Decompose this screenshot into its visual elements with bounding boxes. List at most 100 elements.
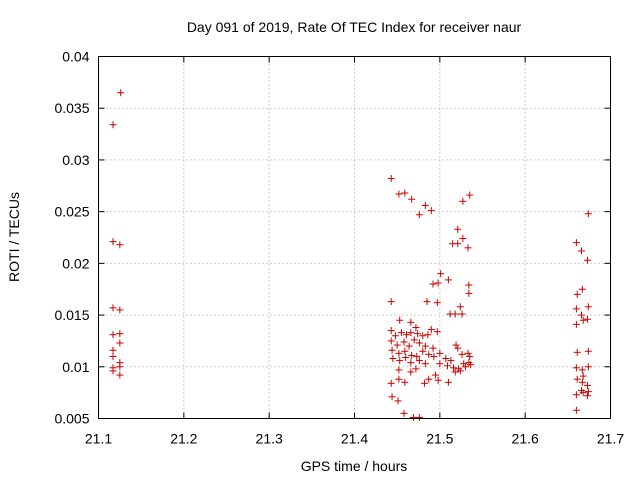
data-point bbox=[444, 362, 452, 370]
y-tick-label: 0.02 bbox=[62, 255, 89, 271]
data-point bbox=[467, 361, 475, 369]
data-point bbox=[427, 207, 435, 215]
data-point bbox=[584, 363, 592, 371]
data-point bbox=[583, 392, 591, 400]
data-point bbox=[451, 310, 459, 318]
data-point bbox=[109, 331, 117, 339]
data-point bbox=[116, 371, 124, 379]
data-point bbox=[396, 316, 404, 324]
data-point bbox=[572, 320, 580, 328]
data-point bbox=[415, 339, 423, 347]
data-point bbox=[109, 238, 117, 246]
data-point bbox=[109, 352, 117, 360]
data-point bbox=[116, 306, 124, 314]
data-point bbox=[425, 375, 433, 383]
data-point bbox=[454, 240, 462, 248]
data-point bbox=[432, 371, 440, 379]
data-point bbox=[466, 191, 474, 199]
data-point bbox=[577, 247, 585, 255]
y-tick-label: 0.04 bbox=[62, 49, 89, 65]
data-point bbox=[387, 298, 395, 306]
data-point bbox=[388, 393, 396, 401]
data-point bbox=[573, 375, 581, 383]
data-point bbox=[425, 350, 433, 358]
data-point bbox=[572, 239, 580, 247]
y-tick-label: 0.015 bbox=[54, 307, 89, 323]
data-point bbox=[391, 332, 399, 340]
data-point bbox=[437, 270, 445, 278]
data-point bbox=[419, 332, 427, 340]
data-point bbox=[414, 330, 422, 338]
data-point bbox=[454, 225, 462, 233]
data-point bbox=[419, 347, 427, 355]
data-point bbox=[116, 241, 124, 249]
data-point bbox=[458, 310, 466, 318]
data-point bbox=[400, 338, 408, 346]
x-tick-label: 21.4 bbox=[341, 431, 368, 447]
data-points bbox=[109, 89, 592, 421]
data-point bbox=[421, 201, 429, 209]
data-point bbox=[403, 331, 411, 339]
data-point bbox=[405, 342, 413, 350]
y-tick-label: 0.035 bbox=[54, 100, 89, 116]
data-point bbox=[442, 355, 450, 363]
data-point bbox=[401, 378, 409, 386]
data-point bbox=[449, 364, 457, 372]
data-point bbox=[395, 349, 403, 357]
data-point bbox=[572, 391, 580, 399]
data-point bbox=[395, 375, 403, 383]
data-point bbox=[433, 299, 441, 307]
data-point bbox=[464, 349, 472, 357]
data-point bbox=[465, 289, 473, 297]
data-point bbox=[584, 303, 592, 311]
data-point bbox=[465, 281, 473, 289]
data-point bbox=[400, 409, 408, 417]
data-point bbox=[402, 353, 410, 361]
data-point bbox=[577, 311, 585, 319]
data-point bbox=[407, 329, 415, 337]
y-tick-label: 0.005 bbox=[54, 411, 89, 427]
data-point bbox=[410, 336, 418, 344]
data-point bbox=[436, 360, 444, 368]
x-tick-label: 21.2 bbox=[170, 431, 197, 447]
data-point bbox=[394, 397, 402, 405]
data-point bbox=[401, 347, 409, 355]
x-tick-label: 21.3 bbox=[256, 431, 283, 447]
data-point bbox=[578, 285, 586, 293]
data-point bbox=[429, 280, 437, 288]
data-point bbox=[466, 352, 474, 360]
data-point bbox=[572, 364, 580, 372]
data-point bbox=[429, 344, 437, 352]
data-point bbox=[436, 349, 444, 357]
data-point bbox=[572, 305, 580, 313]
x-tick-label: 21.6 bbox=[512, 431, 539, 447]
data-point bbox=[387, 337, 395, 345]
data-point bbox=[454, 344, 462, 352]
data-point bbox=[572, 406, 580, 414]
data-point bbox=[401, 189, 409, 197]
data-point bbox=[578, 366, 586, 374]
data-point bbox=[459, 197, 467, 205]
data-point bbox=[458, 350, 466, 358]
data-point bbox=[444, 378, 452, 386]
grid-lines bbox=[98, 56, 611, 419]
data-point bbox=[423, 298, 431, 306]
data-point bbox=[447, 357, 455, 365]
y-tick-labels: 0.005 0.01 0.015 0.02 0.025 0.03 0.035 0.04 bbox=[54, 49, 89, 427]
data-point bbox=[109, 367, 117, 375]
data-point bbox=[583, 256, 591, 264]
data-point bbox=[389, 355, 397, 363]
data-point bbox=[109, 121, 117, 129]
data-point bbox=[396, 357, 404, 365]
x-tick-labels: 21.1 21.2 21.3 21.4 21.5 21.6 21.7 bbox=[85, 431, 624, 447]
data-point bbox=[456, 303, 464, 311]
data-point bbox=[434, 279, 442, 287]
data-point bbox=[393, 341, 401, 349]
data-point bbox=[584, 210, 592, 218]
data-point bbox=[409, 413, 417, 421]
data-point bbox=[116, 330, 124, 338]
data-point bbox=[408, 351, 416, 359]
data-point bbox=[408, 195, 416, 203]
data-point bbox=[583, 381, 591, 389]
